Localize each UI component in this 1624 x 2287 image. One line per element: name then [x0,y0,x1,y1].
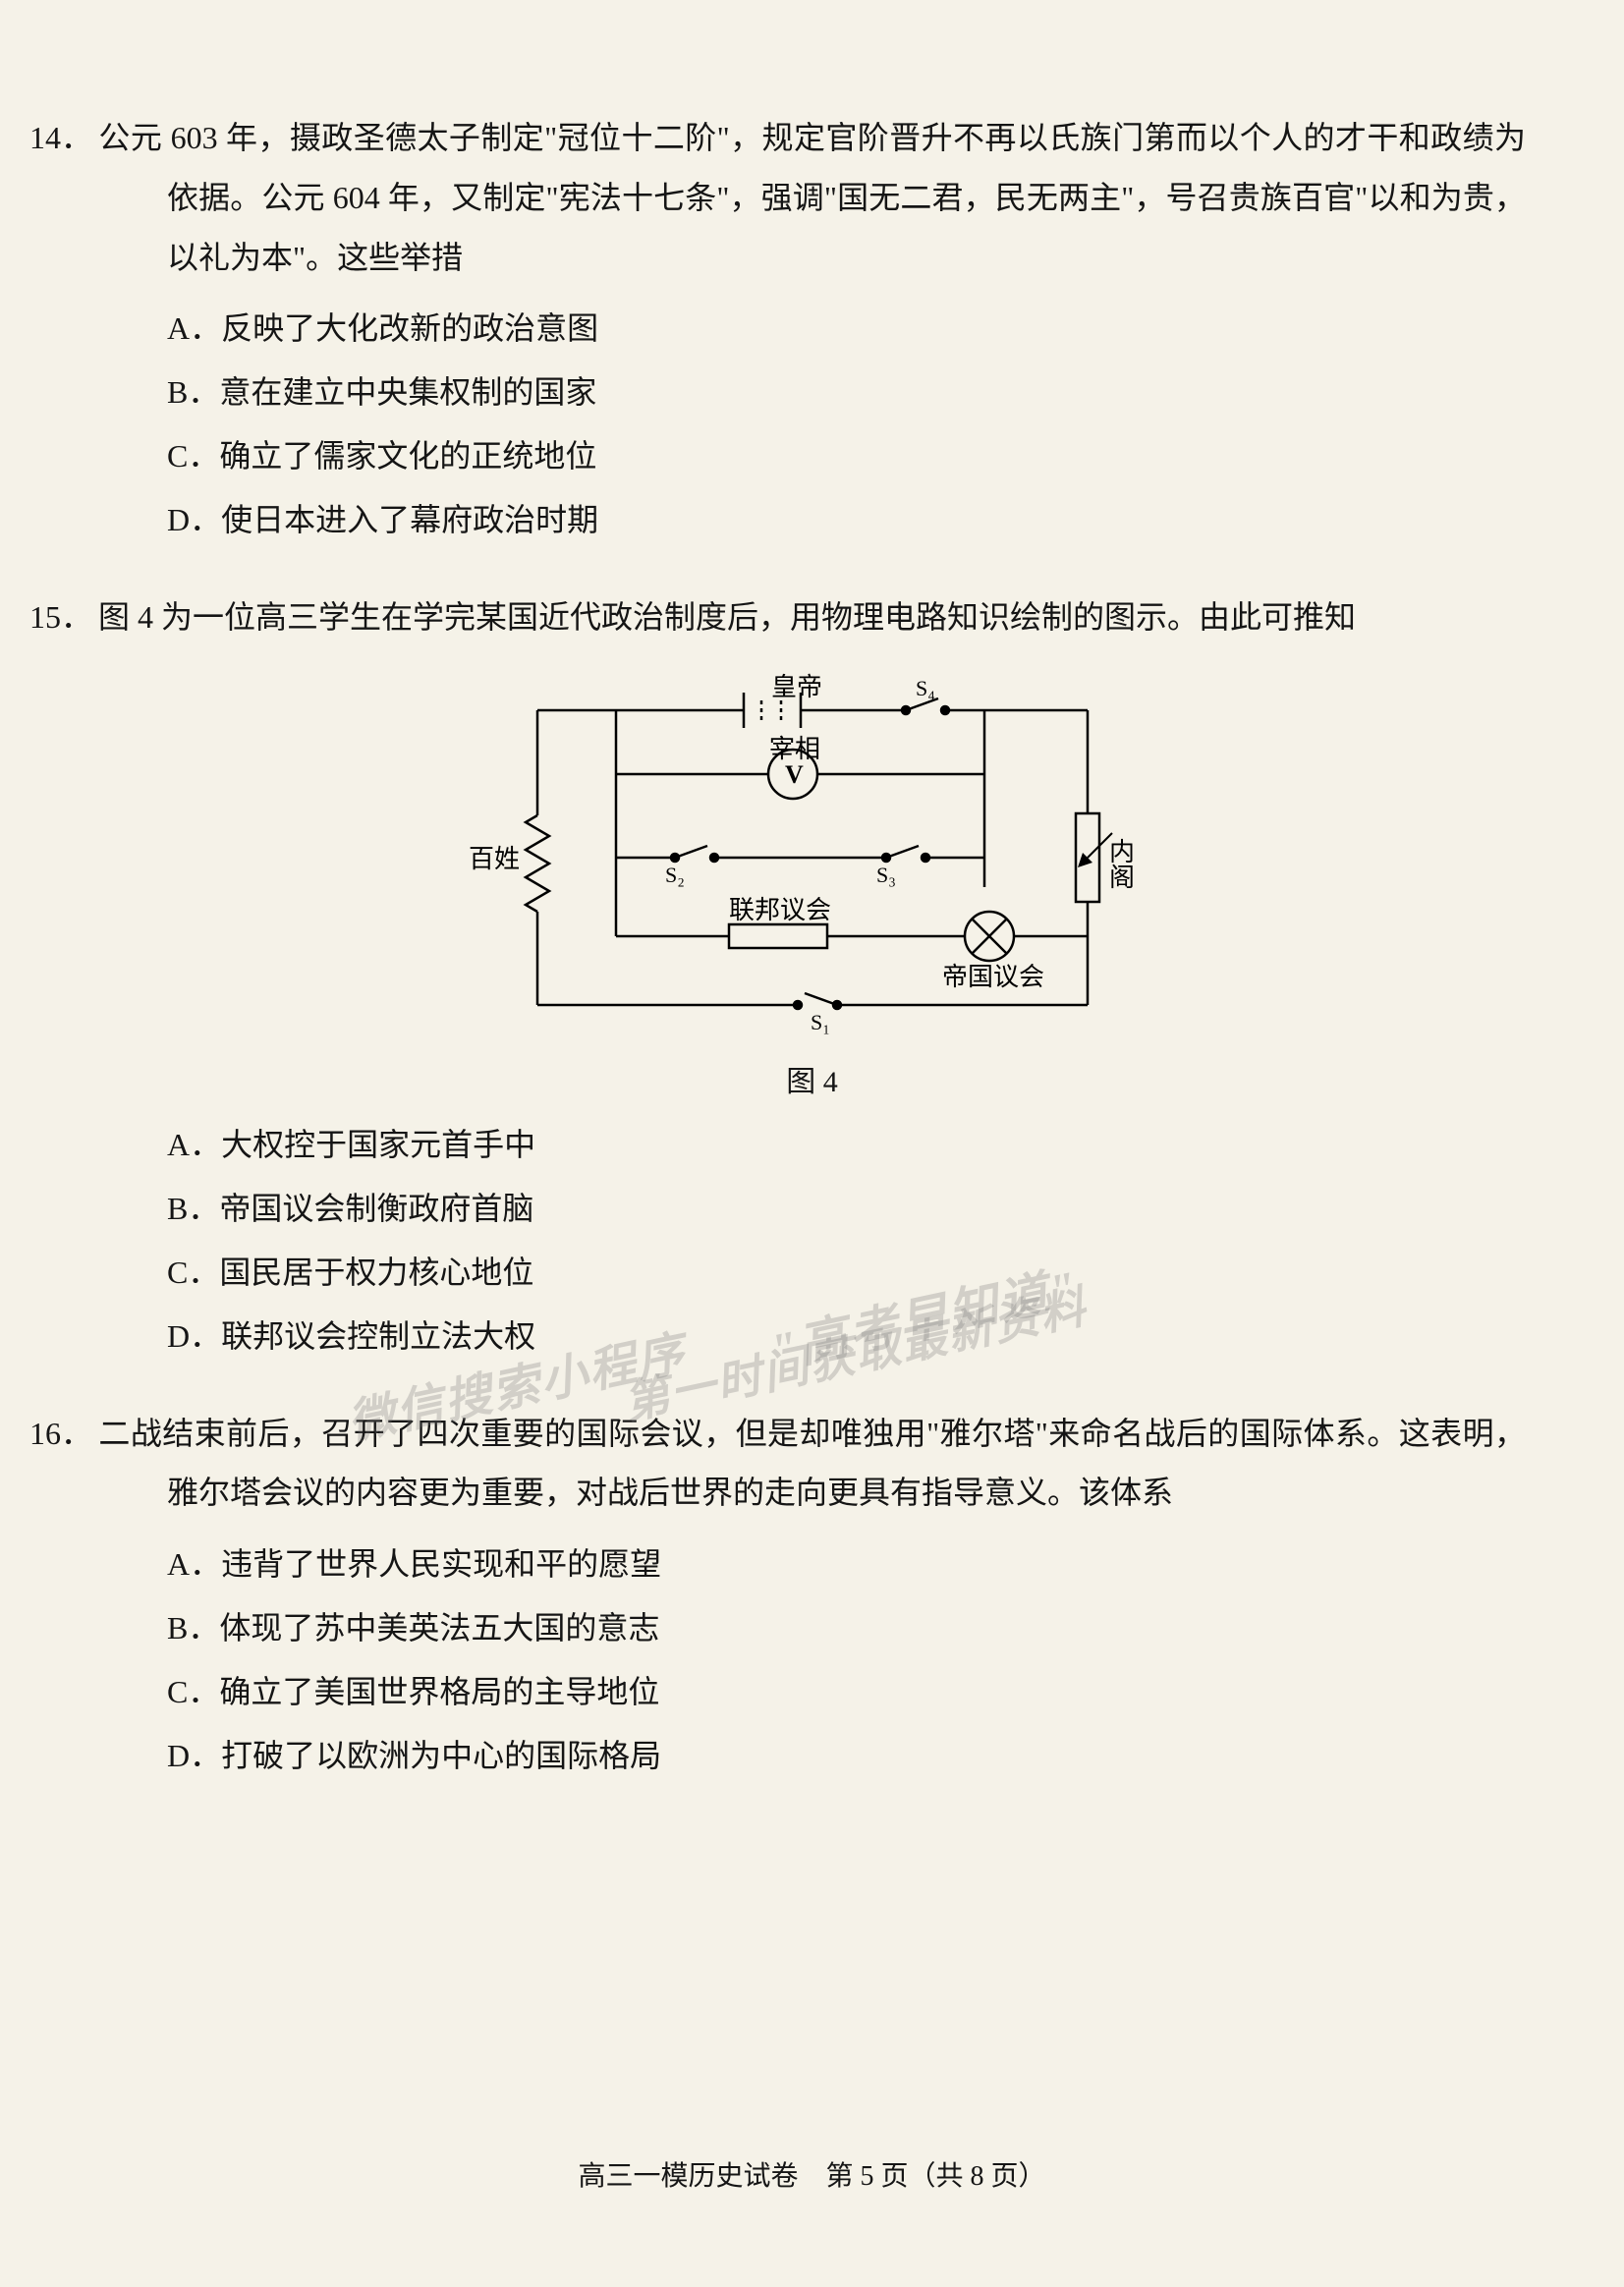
option-text: 违背了世界人民实现和平的愿望 [221,1546,661,1582]
option-text: 确立了美国世界格局的主导地位 [219,1674,659,1709]
option-b: B．体现了苏中美英法五大国的意志 [167,1598,1526,1658]
option-c: C．确立了儒家文化的正统地位 [167,426,1526,486]
option-text: 确立了儒家文化的正统地位 [219,438,596,474]
options-list: A．违背了世界人民实现和平的愿望 B．体现了苏中美英法五大国的意志 C．确立了美… [98,1534,1526,1785]
figure-caption: 图 4 [98,1057,1526,1100]
stem-text: 图 4 为一位高三学生在学完某国近代政治制度后，用物理电路知识绘制的图示。由此可… [98,599,1356,635]
option-c: C．国民居于权力核心地位 [167,1243,1526,1303]
stem-text: 公元 603 年，摄政圣德太子制定"冠位十二阶"，规定官阶晋升不再以氏族门第而以… [98,120,1526,275]
label-federal: 联邦议会 [729,896,831,924]
option-letter: C． [167,1243,219,1303]
question-stem: 15．图 4 为一位高三学生在学完某国近代政治制度后，用物理电路知识绘制的图示。… [98,587,1526,647]
option-letter: A． [167,1115,221,1175]
option-text: 打破了以欧洲为中心的国际格局 [221,1738,661,1773]
question-stem: 16．二战结束前后，召开了四次重要的国际会议，但是却唯独用"雅尔塔"来命名战后的… [98,1404,1526,1524]
option-text: 意在建立中央集权制的国家 [219,374,596,410]
option-text: 联邦议会控制立法大权 [221,1318,535,1354]
label-s3: S₃ [876,863,896,887]
option-b: B．意在建立中央集权制的国家 [167,363,1526,422]
circuit-diagram: 皇帝 S₄ 宰相 V 百姓 S₂ S₃ 联邦议会 帝国议会 S₁ 内阁 [439,671,1186,1044]
option-a: A．违背了世界人民实现和平的愿望 [167,1534,1526,1594]
option-text: 体现了苏中美英法五大国的意志 [219,1610,659,1646]
label-cabinet: 内阁 [1105,838,1134,889]
option-letter: B． [167,1179,219,1239]
label-v: V [785,760,804,789]
options-list: A．反映了大化改新的政治意图 B．意在建立中央集权制的国家 C．确立了儒家文化的… [98,299,1526,549]
option-c: C．确立了美国世界格局的主导地位 [167,1662,1526,1722]
option-d: D．联邦议会控制立法大权 [167,1307,1526,1367]
option-letter: C． [167,1662,219,1722]
option-letter: B． [167,363,219,422]
option-text: 反映了大化改新的政治意图 [221,310,598,346]
option-letter: A． [167,299,221,359]
label-s4: S₄ [916,676,935,700]
option-a: A．大权控于国家元首手中 [167,1115,1526,1175]
option-text: 使日本进入了幕府政治时期 [221,502,598,537]
option-letter: D． [167,490,221,550]
question-15: 15．图 4 为一位高三学生在学完某国近代政治制度后，用物理电路知识绘制的图示。… [98,587,1526,1367]
option-b: B．帝国议会制衡政府首脑 [167,1179,1526,1239]
option-d: D．使日本进入了幕府政治时期 [167,490,1526,550]
option-text: 大权控于国家元首手中 [221,1127,535,1162]
option-letter: A． [167,1534,221,1594]
question-16: 16．二战结束前后，召开了四次重要的国际会议，但是却唯独用"雅尔塔"来命名战后的… [98,1404,1526,1786]
label-people: 百姓 [469,845,520,873]
label-diet: 帝国议会 [942,963,1044,991]
option-letter: B． [167,1598,219,1658]
stem-text: 二战结束前后，召开了四次重要的国际会议，但是却唯独用"雅尔塔"来命名战后的国际体… [98,1416,1526,1511]
option-a: A．反映了大化改新的政治意图 [167,299,1526,359]
label-s1: S₁ [811,1010,830,1034]
option-letter: D． [167,1726,221,1786]
option-letter: C． [167,426,219,486]
option-letter: D． [167,1307,221,1367]
page-footer: 高三一模历史试卷 第 5 页（共 8 页） [0,2154,1624,2194]
label-chancellor: 宰相 [769,735,820,763]
question-stem: 14．公元 603 年，摄政圣德太子制定"冠位十二阶"，规定官阶晋升不再以氏族门… [98,108,1526,287]
question-14: 14．公元 603 年，摄政圣德太子制定"冠位十二阶"，规定官阶晋升不再以氏族门… [98,108,1526,550]
label-s2: S₂ [665,863,685,887]
options-list: A．大权控于国家元首手中 B．帝国议会制衡政府首脑 C．国民居于权力核心地位 D… [98,1115,1526,1366]
figure-container: 皇帝 S₄ 宰相 V 百姓 S₂ S₃ 联邦议会 帝国议会 S₁ 内阁 图 4 … [98,671,1526,1100]
option-d: D．打破了以欧洲为中心的国际格局 [167,1726,1526,1786]
option-text: 国民居于权力核心地位 [219,1255,533,1290]
label-emperor: 皇帝 [771,673,822,701]
option-text: 帝国议会制衡政府首脑 [219,1191,533,1226]
